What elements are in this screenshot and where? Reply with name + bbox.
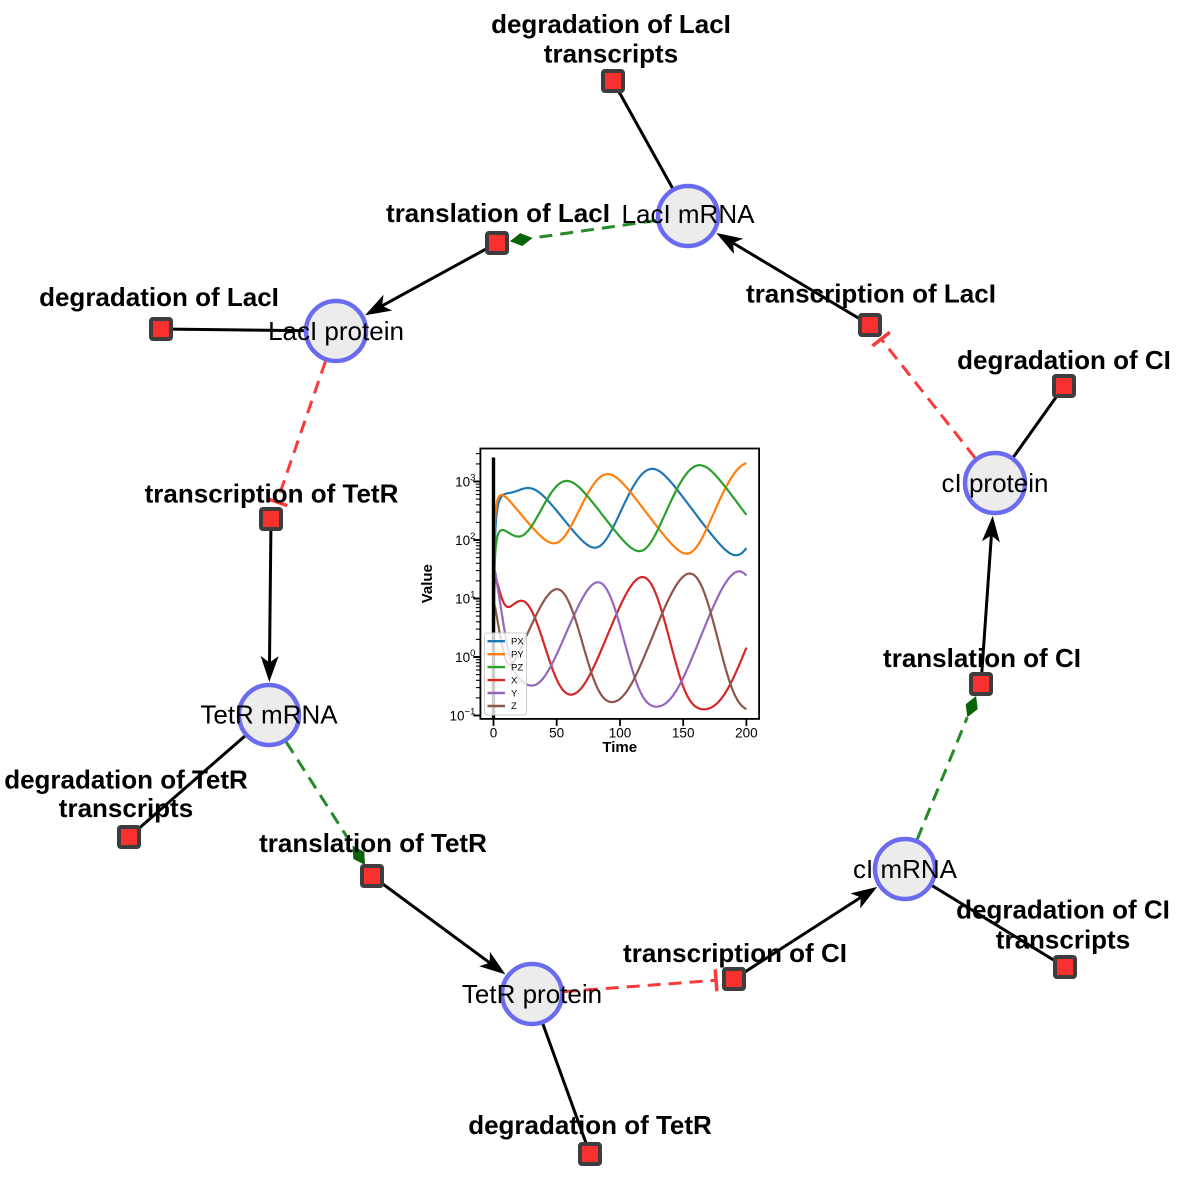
svg-text:0: 0 — [490, 725, 498, 740]
svg-text:transcription of CI: transcription of CI — [623, 938, 847, 968]
svg-text:transcripts: transcripts — [59, 793, 193, 823]
svg-text:degradation of CI: degradation of CI — [957, 345, 1171, 375]
svg-text:transcription of TetR: transcription of TetR — [145, 479, 399, 509]
svg-text:degradation of TetR: degradation of TetR — [468, 1110, 712, 1140]
svg-text:cI protein: cI protein — [942, 468, 1049, 498]
svg-text:PX: PX — [511, 637, 524, 648]
svg-text:Value: Value — [419, 564, 436, 603]
svg-text:transcripts: transcripts — [996, 925, 1130, 955]
svg-text:degradation of CI: degradation of CI — [956, 895, 1170, 925]
svg-text:Y: Y — [511, 688, 518, 699]
svg-text:100: 100 — [609, 725, 632, 740]
svg-text:X: X — [511, 675, 518, 686]
svg-text:translation of LacI: translation of LacI — [386, 198, 610, 228]
svg-text:PZ: PZ — [511, 662, 523, 673]
svg-text:LacI mRNA: LacI mRNA — [622, 199, 756, 229]
svg-text:translation of TetR: translation of TetR — [259, 828, 487, 858]
svg-text:150: 150 — [672, 725, 695, 740]
svg-text:translation of CI: translation of CI — [883, 643, 1081, 673]
svg-text:200: 200 — [735, 725, 758, 740]
svg-text:degradation of LacI: degradation of LacI — [39, 282, 279, 312]
svg-text:cI mRNA: cI mRNA — [853, 854, 958, 884]
svg-text:TetR mRNA: TetR mRNA — [200, 700, 338, 730]
svg-text:50: 50 — [549, 725, 564, 740]
svg-text:LacI protein: LacI protein — [268, 316, 404, 346]
svg-text:transcripts: transcripts — [544, 39, 678, 69]
svg-text:TetR protein: TetR protein — [462, 979, 602, 1009]
svg-text:degradation of TetR: degradation of TetR — [4, 765, 248, 795]
svg-text:transcription of LacI: transcription of LacI — [746, 279, 996, 309]
svg-text:PY: PY — [511, 650, 524, 661]
svg-text:Time: Time — [602, 739, 637, 756]
svg-text:Z: Z — [511, 701, 517, 712]
svg-text:degradation of LacI: degradation of LacI — [491, 9, 731, 39]
